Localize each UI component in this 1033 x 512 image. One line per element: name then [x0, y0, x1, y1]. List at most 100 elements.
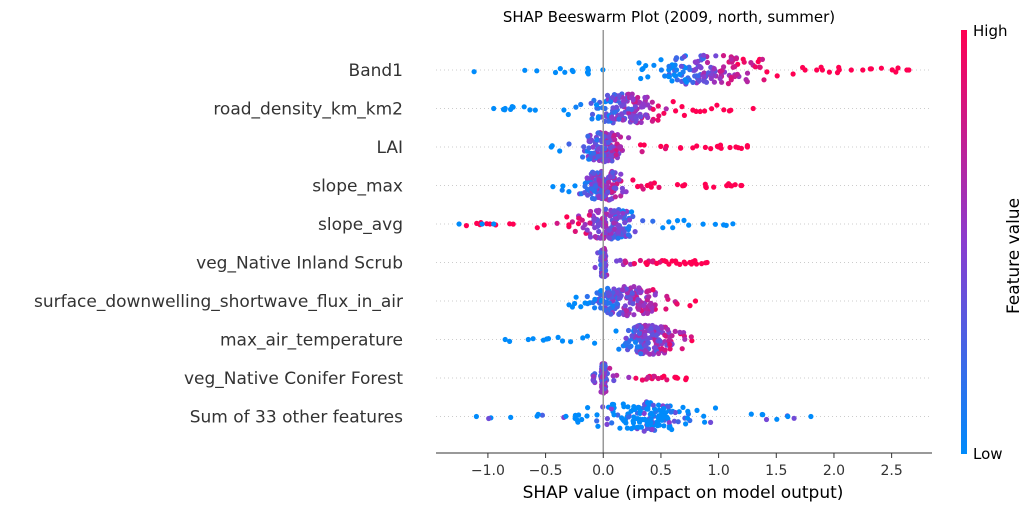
shap-point — [655, 103, 661, 109]
shap-point — [594, 412, 600, 418]
shap-point — [606, 227, 612, 233]
shap-point — [642, 332, 648, 338]
shap-point — [636, 60, 642, 66]
shap-point — [630, 420, 637, 426]
shap-point — [665, 326, 671, 333]
shap-point — [662, 332, 668, 338]
shap-point — [626, 374, 632, 380]
feature-label: Sum of 33 other features — [190, 408, 403, 428]
shap-point — [590, 373, 597, 379]
shap-point — [634, 344, 641, 350]
shap-point — [624, 425, 631, 431]
shap-point — [611, 132, 617, 138]
shap-point — [667, 341, 673, 348]
shap-point — [642, 347, 648, 354]
shap-point — [569, 219, 576, 225]
shap-point — [630, 97, 636, 103]
shap-point — [585, 65, 591, 71]
shap-point — [696, 77, 702, 84]
shap-point — [622, 258, 628, 264]
shap-point — [510, 221, 516, 227]
shap-point — [613, 328, 619, 334]
shap-point — [522, 67, 528, 73]
shap-point — [615, 229, 621, 235]
feature-label: max_air_temperature — [220, 331, 403, 351]
shap-point — [585, 405, 591, 411]
shap-point — [646, 294, 652, 300]
shap-point — [620, 189, 626, 195]
x-tick-label: 2.0 — [823, 463, 845, 479]
shap-point — [591, 170, 597, 176]
shap-point — [694, 407, 700, 413]
shap-point — [605, 290, 612, 296]
shap-point — [683, 421, 689, 427]
shap-point — [584, 227, 590, 233]
shap-point — [692, 59, 698, 65]
shap-point — [717, 68, 723, 74]
shap-point — [694, 143, 700, 149]
shap-point — [721, 64, 727, 70]
shap-point — [639, 66, 645, 73]
shap-point — [680, 69, 686, 75]
shap-point — [656, 402, 662, 408]
shap-point — [661, 406, 667, 412]
shap-point — [637, 142, 644, 148]
shap-point — [675, 419, 681, 425]
shap-point — [565, 111, 571, 118]
shap-point — [708, 75, 714, 82]
x-axis-label: SHAP value (impact on model output) — [523, 483, 844, 503]
shap-point — [596, 178, 602, 184]
shap-point — [599, 105, 606, 111]
shap-point — [606, 235, 613, 241]
shap-point — [726, 108, 733, 114]
shap-point — [620, 117, 626, 123]
shap-point — [606, 300, 613, 306]
shap-point — [700, 221, 706, 227]
shap-point-outlier — [683, 375, 689, 381]
shap-point — [510, 104, 516, 110]
shap-point — [637, 257, 644, 264]
shap-point — [584, 293, 590, 300]
shap-point — [572, 183, 578, 189]
shap-point — [723, 222, 729, 228]
shap-point — [666, 219, 672, 225]
shap-point — [584, 175, 590, 181]
shap-point — [582, 221, 588, 228]
shap-point — [649, 259, 656, 265]
shap-point — [650, 402, 656, 408]
shap-point — [639, 377, 646, 383]
shap-point — [631, 261, 638, 267]
shap-point — [685, 408, 691, 414]
shap-point — [637, 408, 643, 414]
shap-point — [638, 324, 644, 330]
shap-point — [636, 285, 642, 291]
shap-point — [534, 68, 540, 74]
shap-point — [559, 187, 565, 193]
shap-point — [748, 60, 754, 66]
shap-point — [604, 92, 611, 98]
shap-point — [585, 71, 591, 77]
shap-point — [690, 145, 696, 151]
shap-point — [674, 67, 680, 73]
shap-point — [679, 346, 685, 352]
shap-point — [613, 152, 619, 158]
shap-point — [662, 146, 669, 152]
shap-point — [661, 373, 667, 379]
shap-point — [521, 104, 527, 110]
shap-point — [578, 101, 584, 108]
shap-point — [677, 145, 684, 151]
shap-point — [622, 220, 628, 226]
shap-point — [624, 312, 630, 318]
shap-point — [552, 69, 559, 76]
shap-point — [708, 146, 714, 152]
shap-point — [586, 212, 593, 218]
shap-point — [712, 405, 719, 411]
shap-point-outlier — [808, 413, 814, 420]
shap-point — [720, 53, 727, 59]
shap-point — [629, 333, 635, 339]
shap-point — [541, 222, 547, 228]
shap-point — [611, 208, 617, 214]
shap-point-outlier — [681, 182, 687, 189]
shap-point — [702, 108, 708, 114]
shap-point — [589, 116, 595, 122]
